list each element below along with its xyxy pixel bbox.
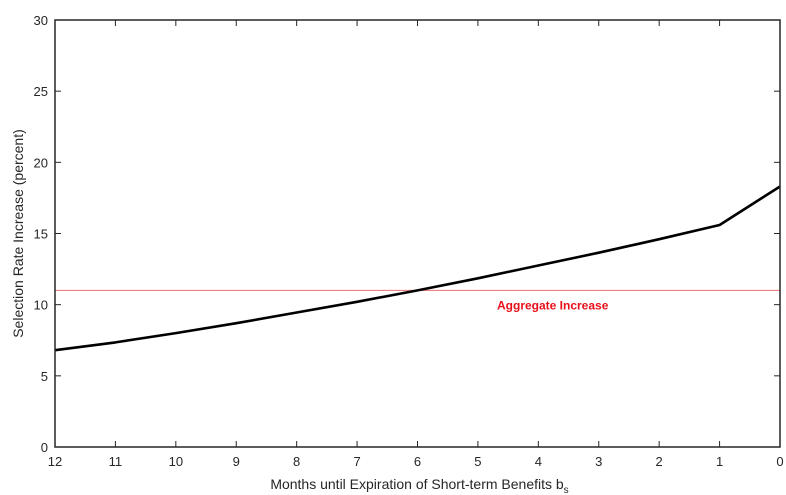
x-axis-label-subscript: s xyxy=(564,485,569,495)
x-tick-label: 7 xyxy=(353,454,360,469)
x-axis-label-main: Months until Expiration of Short-term Be… xyxy=(270,476,564,492)
x-tick-label: 1 xyxy=(716,454,723,469)
y-tick-label: 10 xyxy=(34,298,48,313)
y-tick-label: 5 xyxy=(41,369,48,384)
x-tick-label: 6 xyxy=(414,454,421,469)
y-axis-ticks: 0 5 10 15 20 25 30 xyxy=(34,13,780,455)
y-tick-label: 25 xyxy=(34,84,48,99)
y-axis-label: Selection Rate Increase (percent) xyxy=(10,129,26,338)
x-axis-ticks: 12 11 10 9 8 7 6 5 4 3 2 1 0 xyxy=(48,20,784,469)
y-tick-label: 30 xyxy=(34,13,48,28)
x-tick-label: 5 xyxy=(474,454,481,469)
x-tick-label: 4 xyxy=(535,454,542,469)
x-tick-label: 11 xyxy=(109,454,123,469)
plot-area-frame xyxy=(54,19,781,448)
y-tick-label: 15 xyxy=(34,227,48,242)
aggregate-increase-label: Aggregate Increase xyxy=(497,298,609,312)
y-tick-label: 20 xyxy=(34,155,48,170)
x-axis-label: Months until Expiration of Short-term Be… xyxy=(270,476,568,495)
x-tick-label: 3 xyxy=(595,454,602,469)
series-line xyxy=(54,185,781,352)
y-tick-label: 0 xyxy=(41,440,48,455)
series-layer xyxy=(54,185,781,352)
x-tick-label: 10 xyxy=(169,454,183,469)
x-tick-label: 12 xyxy=(48,454,62,469)
x-tick-label: 2 xyxy=(656,454,663,469)
x-tick-label: 8 xyxy=(293,454,300,469)
x-tick-label: 9 xyxy=(233,454,240,469)
x-tick-label: 0 xyxy=(776,454,783,469)
